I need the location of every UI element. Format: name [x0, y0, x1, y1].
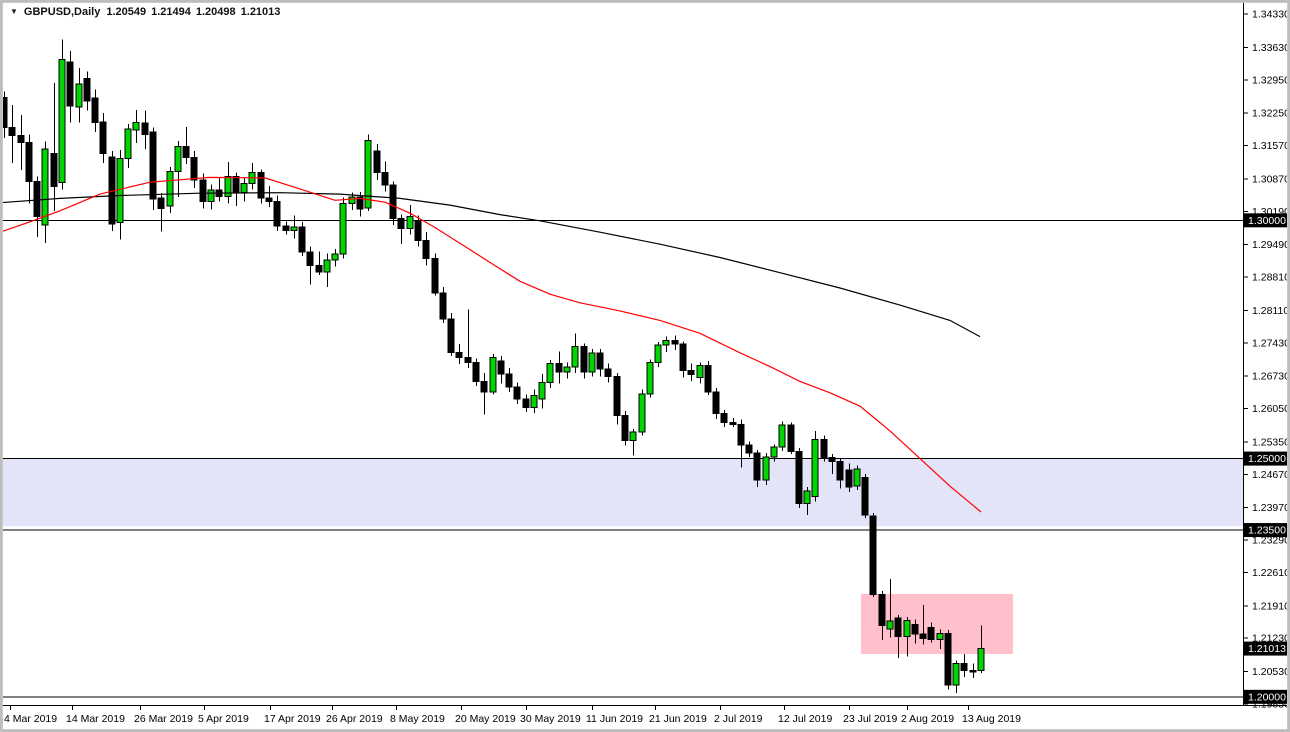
price-scale[interactable]	[1241, 2, 1288, 705]
y-axis-tick-label: 1.26730	[1252, 371, 1290, 383]
y-axis-tick-label: 1.34330	[1252, 9, 1290, 21]
x-axis-date-label: 8 May 2019	[390, 713, 445, 725]
supply-zone-rectangle[interactable]	[861, 593, 1013, 654]
x-axis-date-label: 2 Jul 2019	[714, 713, 763, 725]
y-axis-tick-label: 1.30870	[1252, 173, 1290, 185]
x-axis-date-label: 20 May 2019	[455, 713, 516, 725]
x-axis-date-label: 4 Mar 2019	[4, 713, 57, 725]
x-axis-date-label: 5 Apr 2019	[198, 713, 249, 725]
price-tag-text: 1.23500	[1248, 525, 1286, 537]
y-axis-tick-label: 1.24670	[1252, 469, 1290, 481]
y-axis-tick-label: 1.28110	[1252, 305, 1289, 317]
y-axis-tick-label: 1.26050	[1252, 403, 1290, 415]
x-axis-date-label: 30 May 2019	[520, 713, 581, 725]
x-axis-date-label: 11 Jun 2019	[586, 713, 643, 725]
collapse-chart-icon[interactable]: ▼	[10, 7, 18, 16]
x-axis-date-label: 26 Apr 2019	[326, 713, 383, 725]
x-axis-date-label: 21 Jun 2019	[649, 713, 707, 725]
current-price-tag	[1244, 641, 1288, 656]
y-axis-tick-label: 1.21910	[1252, 600, 1290, 612]
y-axis-tick-label: 1.23290	[1252, 535, 1290, 547]
close-value: 1.21013	[240, 6, 281, 18]
low-value: 1.20498	[195, 6, 236, 18]
x-axis-date-label: 12 Jul 2019	[778, 713, 832, 725]
y-axis-tick-label: 1.28810	[1252, 272, 1290, 284]
y-axis-tick-label: 1.25350	[1252, 436, 1290, 448]
time-scale[interactable]	[2, 705, 1288, 730]
x-axis-date-label: 26 Mar 2019	[134, 713, 193, 725]
y-axis-tick-label: 1.33630	[1252, 42, 1290, 54]
chart-header: ▼ GBPUSD,Daily 1.20549 1.21494 1.20498 1.21…	[10, 6, 285, 18]
y-axis-tick-label: 1.32250	[1252, 108, 1290, 120]
y-axis-tick-label: 1.31570	[1252, 140, 1290, 152]
x-axis-date-label: 17 Apr 2019	[264, 713, 321, 725]
price-tag	[1244, 451, 1288, 466]
y-axis-tick-label: 1.20530	[1252, 666, 1290, 678]
y-axis-tick-label: 1.29490	[1252, 239, 1290, 251]
high-value: 1.21494	[151, 6, 191, 18]
y-axis-tick-label: 1.27430	[1252, 337, 1290, 349]
x-axis-date-label: 23 Jul 2019	[843, 713, 897, 725]
candlesticks[interactable]	[1, 39, 985, 694]
x-axis-date-label: 13 Aug 2019	[962, 713, 1021, 725]
open-value: 1.20549	[106, 6, 147, 18]
current-price-tag-text: 1.21013	[1248, 643, 1286, 655]
y-axis-tick-label: 1.23970	[1252, 502, 1290, 514]
fast-ma-line[interactable]	[0, 176, 982, 513]
symbol-timeframe-label: GBPUSD,Daily	[23, 6, 101, 18]
y-axis-tick-label: 1.32950	[1252, 74, 1290, 86]
ohlc-readout: 1.20549 1.21494 1.20498 1.21013	[106, 6, 285, 18]
y-axis-tick-label: 1.22610	[1252, 567, 1290, 579]
price-tag-text: 1.25000	[1248, 453, 1286, 465]
price-tag	[1244, 213, 1288, 228]
price-tag-text: 1.20000	[1248, 691, 1286, 703]
price-tag	[1244, 689, 1288, 704]
x-axis-date-label: 14 Mar 2019	[66, 713, 125, 725]
slow-ma-line[interactable]	[0, 192, 981, 338]
x-axis-date-label: 2 Aug 2019	[901, 713, 954, 725]
price-tag	[1244, 523, 1288, 538]
price-tag-text: 1.30000	[1248, 215, 1286, 227]
support-zone-rectangle[interactable]	[2, 458, 1243, 527]
